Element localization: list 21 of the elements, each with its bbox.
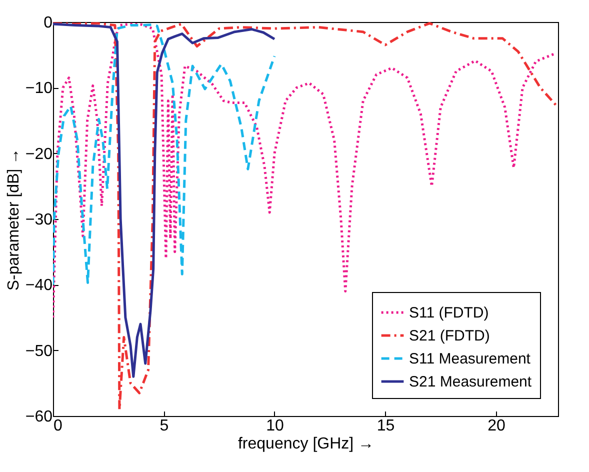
- x-tick-label: 20: [488, 418, 506, 434]
- x-tick-label: 10: [266, 418, 284, 434]
- legend-label: S21 Measurement: [409, 374, 532, 390]
- line-series: [53, 23, 276, 286]
- legend-label: S11 Measurement: [409, 350, 532, 368]
- line-series: [53, 22, 558, 411]
- line-series: [53, 22, 555, 319]
- legend-label: S11 (FDTD): [409, 304, 489, 322]
- legend-label: S21 (FDTD): [409, 328, 490, 344]
- y-axis-title: S-parameter [dB] →: [5, 148, 22, 291]
- y-tick-label: −50: [25, 342, 53, 360]
- x-tick-label: 5: [160, 418, 169, 434]
- y-tick-label: −60: [25, 408, 53, 426]
- y-tick-label: 0: [44, 14, 53, 32]
- x-tick-label: 15: [376, 418, 395, 434]
- x-axis-title: frequency [GHz] →: [238, 436, 374, 452]
- y-tick-label: −40: [25, 277, 53, 294]
- y-tick-label: −20: [25, 146, 53, 163]
- y-tick-label: −30: [25, 212, 53, 228]
- line-series: [53, 22, 276, 378]
- y-tick-label: −10: [25, 80, 53, 98]
